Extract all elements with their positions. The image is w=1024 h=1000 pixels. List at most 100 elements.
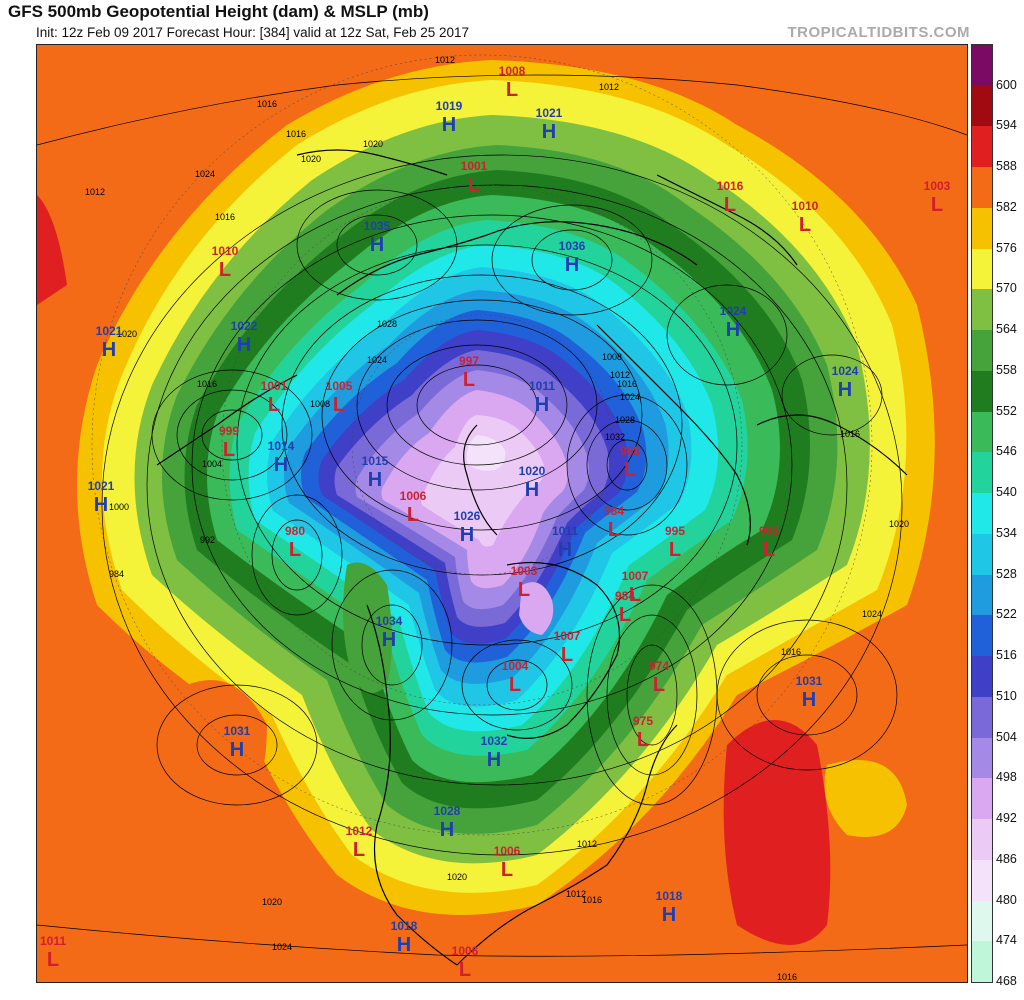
pressure-value: 984 (615, 589, 635, 603)
band-576-atlantic (824, 760, 907, 837)
pressure-value: 1007 (622, 569, 649, 583)
colorbar-swatch (972, 859, 992, 902)
band-582-pacific (187, 680, 267, 805)
colorbar-label: 528 (996, 566, 1017, 581)
low-letter: L (561, 644, 573, 666)
pressure-value: 1031 (224, 724, 251, 738)
colorbar-label: 534 (996, 525, 1017, 540)
low-letter: L (619, 604, 631, 626)
colorbar-label: 516 (996, 648, 1017, 663)
low-letter: L (669, 539, 681, 561)
band-486 (421, 415, 545, 547)
low-letter: L (506, 79, 518, 101)
pressure-value: 1010 (212, 244, 239, 258)
colorbar-swatch (972, 615, 992, 657)
high-letter: H (726, 319, 740, 341)
colorbar-swatch (972, 330, 992, 372)
colorbar-swatch (972, 452, 992, 494)
high-letter: H (382, 629, 396, 651)
colorbar-label: 510 (996, 688, 1017, 703)
isobar-label: 1024 (620, 392, 640, 402)
high-letter: H (397, 934, 411, 956)
pressure-value: 1001 (461, 159, 488, 173)
pressure-value: 1006 (452, 944, 479, 958)
isobar-label: 1016 (617, 379, 637, 389)
high-letter: H (487, 749, 501, 771)
isobar-label: 1016 (197, 379, 217, 389)
colorbar-label: 540 (996, 485, 1017, 500)
high-letter: H (542, 121, 556, 143)
colorbar-swatch (972, 819, 992, 861)
isobar-label: 1012 (566, 889, 586, 899)
pressure-value: 975 (633, 714, 653, 728)
isobar-label: 1008 (602, 352, 622, 362)
high-letter: H (94, 494, 108, 516)
high-letter: H (440, 819, 454, 841)
low-letter: L (653, 674, 665, 696)
low-letter: L (629, 584, 641, 606)
isobar-label: 1016 (582, 895, 602, 905)
low-letter: L (518, 579, 530, 601)
pressure-value: 1022 (231, 319, 258, 333)
colorbar-swatch (972, 696, 992, 739)
high-letter: H (662, 904, 676, 926)
map-subtitle: Init: 12z Feb 09 2017 Forecast Hour: [38… (36, 25, 470, 40)
pressure-value: 1011 (529, 379, 555, 393)
pressure-value: 1021 (96, 324, 123, 338)
pressure-value: 1016 (717, 179, 744, 193)
low-letter: L (219, 259, 231, 281)
low-letter: L (459, 959, 471, 981)
colorbar-label: 594 (996, 118, 1017, 133)
low-letter: L (407, 504, 419, 526)
pressure-value: 1031 (796, 674, 823, 688)
low-letter: L (501, 859, 513, 881)
graticule (91, 54, 873, 836)
band-492-canada (519, 582, 554, 635)
forecast-map: 1012 1012 1016 1020 1024 1016 1012 1016 1020 1028… (36, 44, 968, 983)
low-letter: L (624, 459, 636, 481)
isobar-label: 1024 (195, 169, 215, 179)
isobar-label: 1012 (610, 370, 630, 380)
low-letter: L (931, 194, 943, 216)
pressure-value: 1028 (434, 804, 461, 818)
isobar-label: 1020 (117, 329, 137, 339)
high-letter: H (535, 394, 549, 416)
colorbar-label: 492 (996, 811, 1017, 826)
pressure-value: 1026 (454, 509, 481, 523)
high-letter: H (838, 379, 852, 401)
isobar-label: 1020 (447, 872, 467, 882)
colorbar-label: 468 (996, 974, 1017, 988)
high-letter: H (565, 254, 579, 276)
pressure-value: 999 (219, 424, 239, 438)
pressure-value: 1003 (511, 564, 538, 578)
pressure-value: 1005 (326, 379, 353, 393)
pressure-value: 974 (649, 659, 669, 673)
pressure-value: 1001 (261, 379, 288, 393)
low-letter: L (763, 539, 775, 561)
pressure-value: 1035 (364, 219, 391, 233)
isobar-label: 1004 (202, 459, 222, 469)
pressure-value: 1034 (376, 614, 403, 628)
low-letter: L (463, 369, 475, 391)
credit-label: TROPICALTIDBITS.COM (787, 24, 970, 41)
